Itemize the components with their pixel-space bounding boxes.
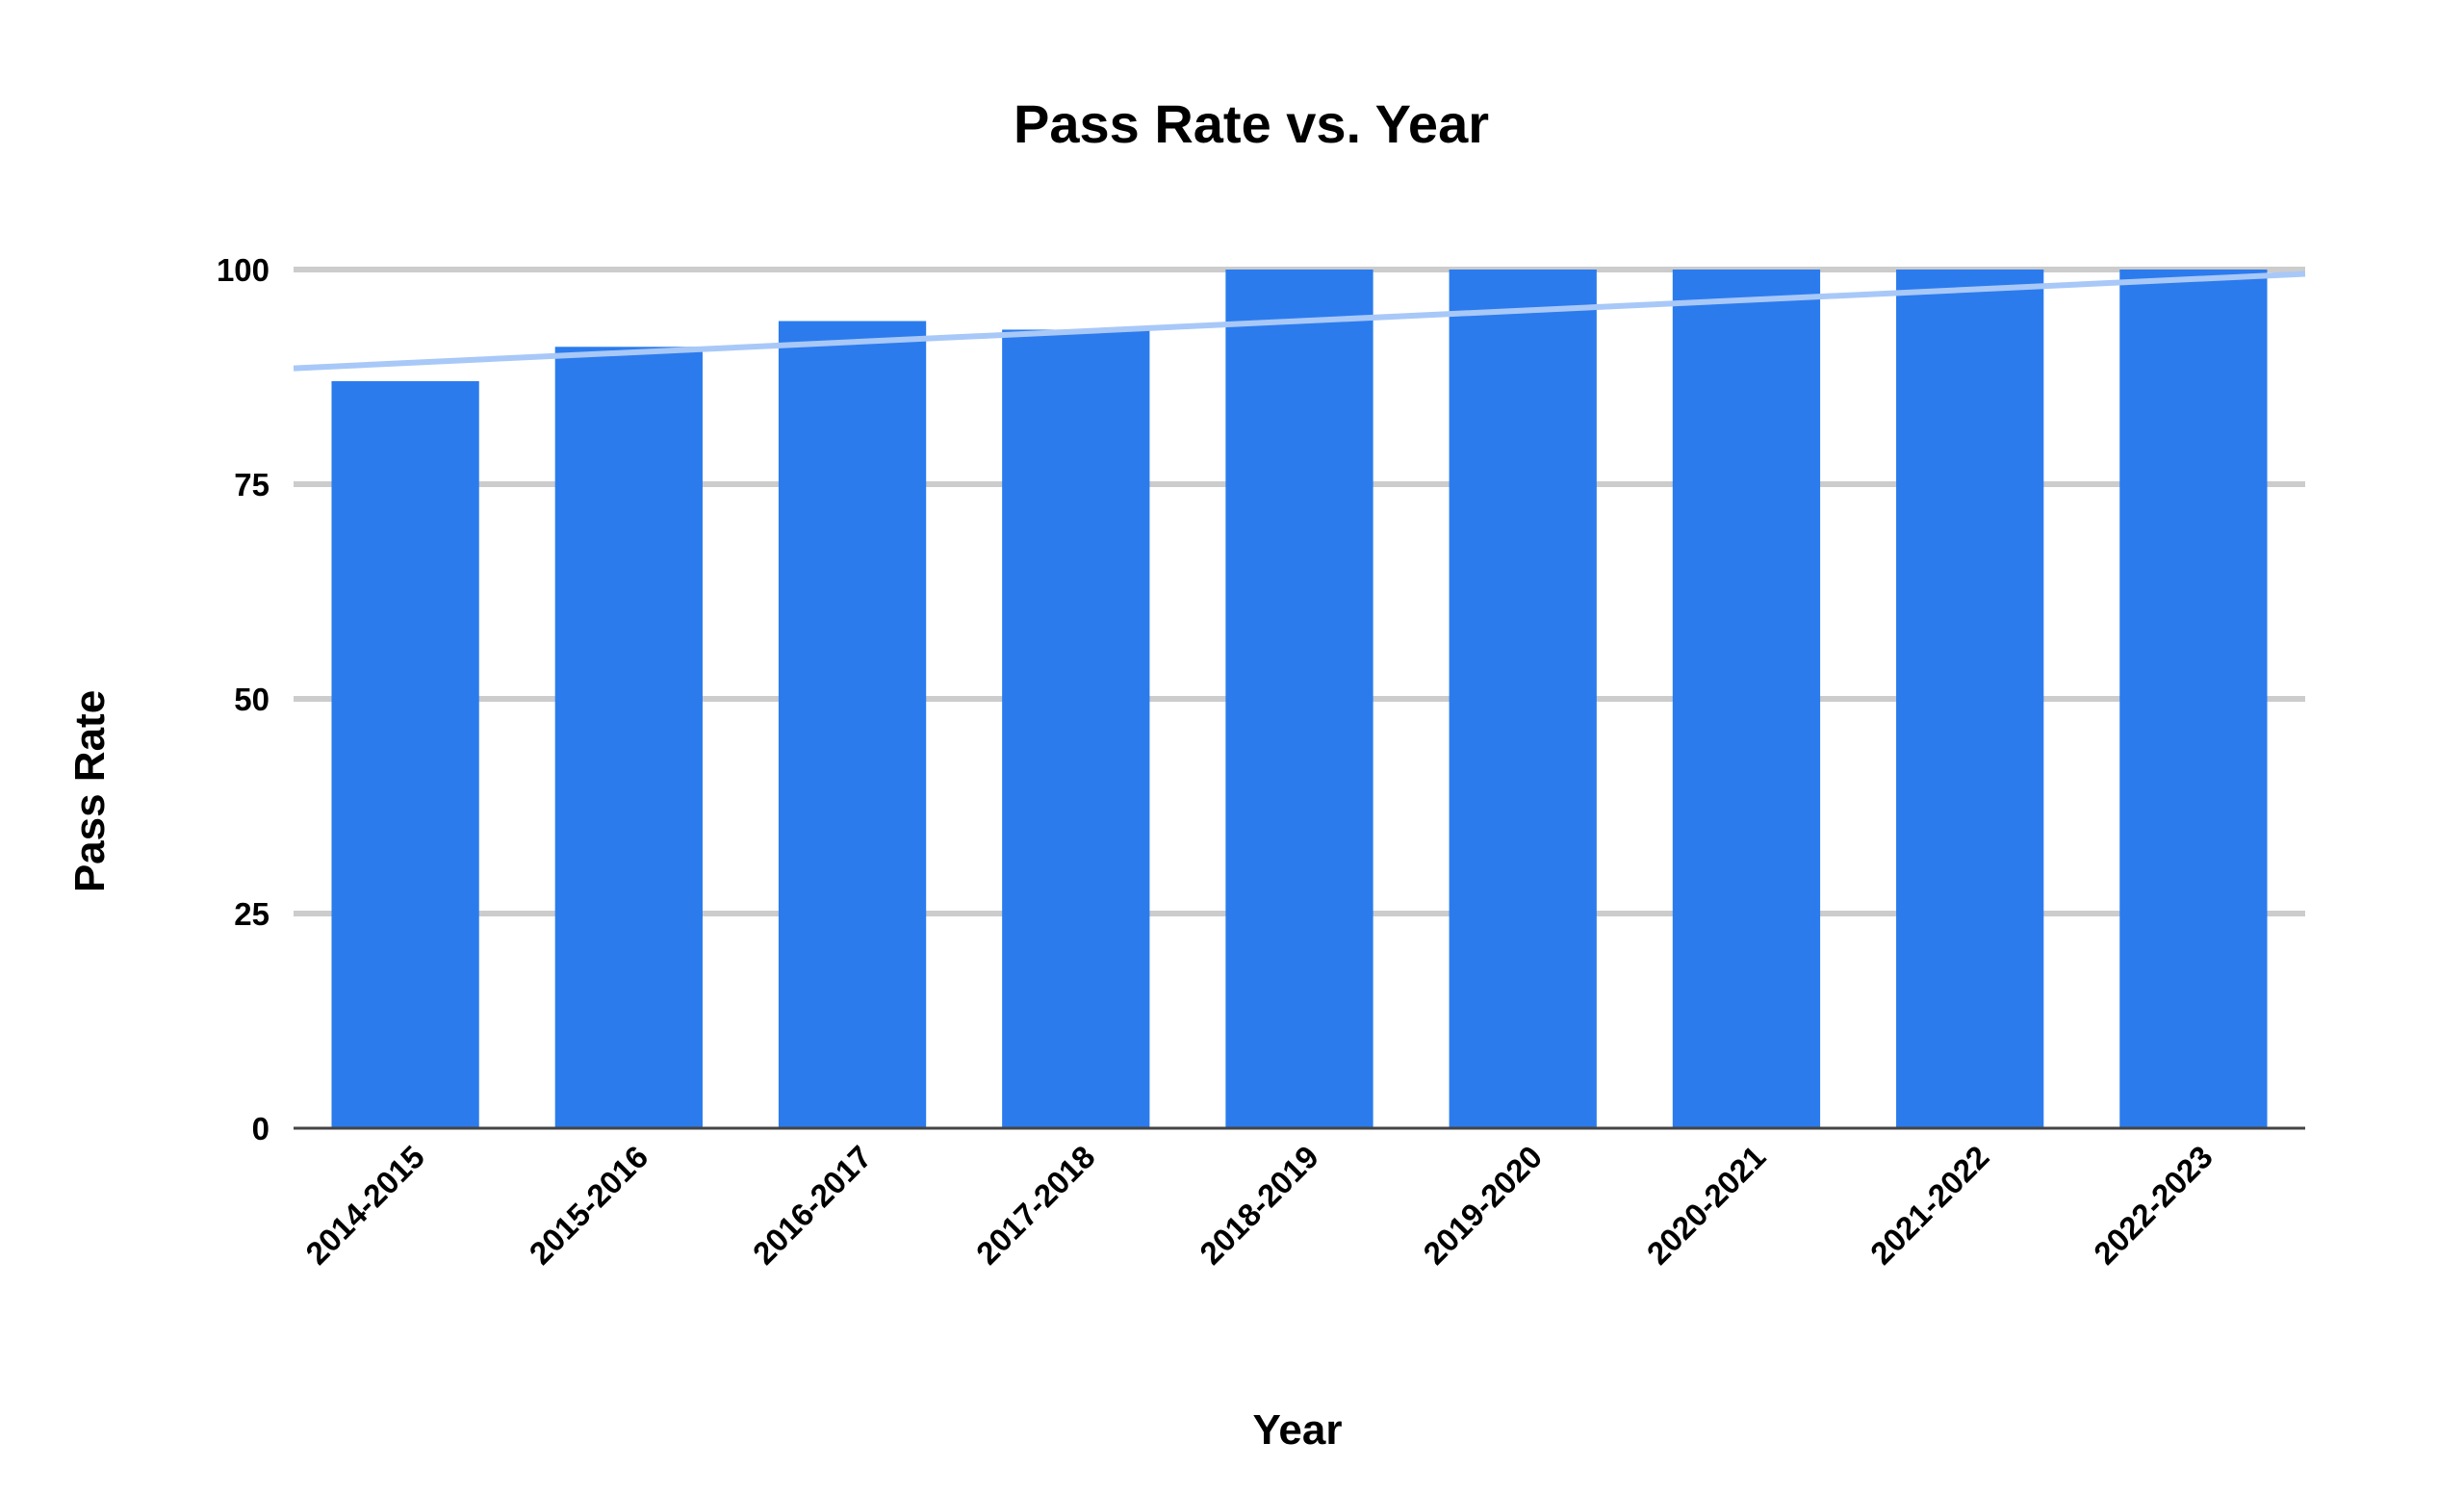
bar: [1449, 270, 1597, 1128]
x-tick-label: 2014-2015: [298, 1139, 431, 1272]
bar: [1672, 270, 1821, 1128]
x-tick-label: 2015-2016: [523, 1139, 655, 1272]
y-tick-label: 75: [234, 467, 270, 502]
bars: [331, 270, 2268, 1129]
y-tick-label: 100: [217, 252, 270, 288]
y-tick-label: 0: [252, 1111, 270, 1146]
y-tick-label: 50: [234, 682, 270, 717]
y-tick-label: 25: [234, 896, 270, 932]
x-tick-label: 2016-2017: [746, 1139, 879, 1272]
bar: [2119, 270, 2268, 1128]
bar: [331, 380, 479, 1129]
x-axis-label: Year: [1253, 1406, 1343, 1454]
trendline-group: [293, 270, 2306, 372]
bar: [1002, 329, 1150, 1128]
chart-title: Pass Rate vs. Year: [1014, 93, 1489, 154]
x-tick-label: 2018-2019: [1193, 1139, 1325, 1272]
bar: [778, 321, 927, 1128]
x-tick-labels: 2014-2015 2015-2016 2016-2017 2017-2018 2018…: [298, 1139, 2220, 1272]
y-tick-labels: 0 25 50 75 100: [217, 252, 270, 1146]
bar: [1896, 270, 2044, 1128]
y-axis-label: Pass Rate: [66, 690, 114, 892]
x-tick-label: 2020-2021: [1640, 1139, 1773, 1272]
bar: [554, 347, 703, 1128]
bar: [1225, 270, 1373, 1128]
x-tick-label: 2022-2023: [2087, 1139, 2220, 1272]
x-tick-label: 2019-2020: [1416, 1139, 1549, 1272]
x-tick-label: 2017-2018: [969, 1139, 1102, 1272]
x-tick-label: 2021-2022: [1863, 1139, 1996, 1272]
trendline: [293, 270, 2306, 372]
